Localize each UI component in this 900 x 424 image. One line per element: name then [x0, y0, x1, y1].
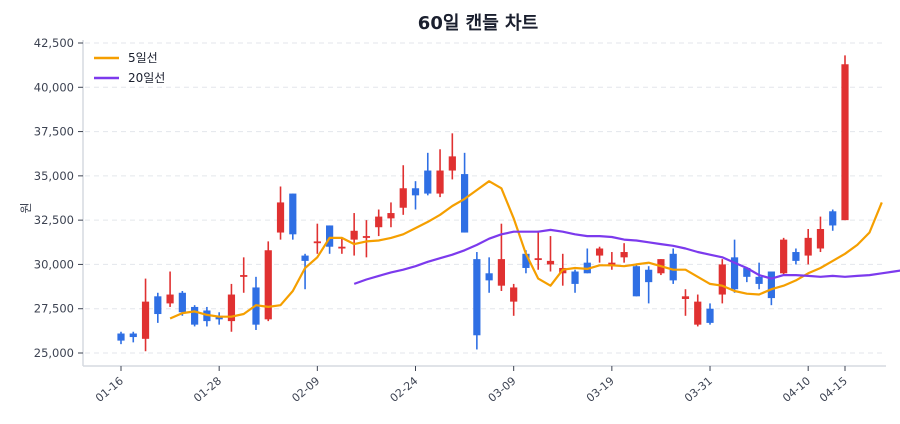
ma5-line	[169, 180, 883, 320]
y-tick-label: 32,500	[34, 213, 74, 227]
candle-down	[117, 331, 125, 345]
candle-up	[387, 202, 395, 228]
candle-down	[411, 181, 420, 210]
candle-up	[780, 237, 788, 276]
chart-title: 60일 캔들 차트	[418, 13, 538, 34]
x-tick-label: 03-31	[682, 374, 715, 405]
candle-up	[448, 133, 456, 180]
candle-up	[620, 243, 628, 263]
candle-down	[191, 305, 199, 327]
y-tick-label: 35,000	[34, 169, 74, 183]
candle-up	[399, 165, 407, 215]
candle-up	[240, 257, 248, 293]
candle-down	[571, 269, 579, 293]
x-tick-label: 02-24	[388, 374, 421, 405]
candle-down	[829, 209, 837, 231]
candle-up	[166, 271, 174, 307]
x-tick-label: 02-09	[289, 374, 322, 405]
x-tick-label: 03-09	[486, 374, 519, 405]
candles	[117, 55, 849, 352]
x-tick-label: 03-19	[584, 374, 617, 405]
candle-up	[718, 259, 726, 304]
candle-down	[743, 267, 751, 283]
candle-down	[129, 331, 137, 343]
axes	[82, 40, 886, 367]
candle-up	[276, 186, 285, 240]
x-tick-label: 04-10	[780, 374, 813, 405]
candle-down	[252, 276, 260, 330]
x-tick-label: 04-15	[817, 374, 850, 405]
candle-down	[730, 239, 739, 293]
candle-up	[350, 213, 358, 256]
candle-up	[227, 283, 236, 332]
x-axis-ticks: 01-16 01-28 02-09 02-24 03-09 03-19 03-31 04-10…	[93, 366, 850, 405]
candle-down	[154, 292, 162, 323]
candle-down	[706, 303, 714, 325]
candle-up	[510, 283, 518, 316]
candle-down	[215, 312, 223, 325]
x-tick-label: 01-28	[191, 374, 224, 405]
candle-down	[289, 193, 297, 240]
moving-average-lines	[169, 180, 900, 320]
ma20-line	[353, 228, 900, 285]
candle-down	[301, 253, 309, 290]
y-tick-label: 25,000	[34, 346, 74, 360]
y-tick-label: 30,000	[34, 257, 74, 271]
candle-down	[473, 252, 481, 350]
candle-up	[436, 149, 444, 198]
candle-up	[681, 289, 690, 316]
candle-up	[804, 229, 812, 265]
candle-down	[424, 152, 432, 196]
candle-down	[203, 306, 211, 327]
candle-up	[313, 223, 321, 254]
candle-down	[178, 291, 186, 316]
legend-ma20-label: 20일선	[128, 71, 165, 85]
candle-up	[694, 294, 702, 327]
legend-ma5-label: 5일선	[128, 51, 158, 65]
candle-up	[264, 241, 272, 322]
candle-up	[608, 252, 616, 270]
candle-down	[460, 152, 469, 233]
candle-up	[362, 220, 371, 258]
candle-up	[534, 230, 542, 270]
candle-down	[485, 257, 493, 293]
candle-up	[595, 246, 604, 263]
y-tick-label: 37,500	[34, 125, 74, 139]
y-tick-label: 40,000	[34, 80, 74, 94]
legend: 5일선 20일선	[94, 51, 165, 85]
candle-down	[669, 248, 677, 284]
candle-down	[792, 248, 800, 265]
gridlines	[85, 42, 886, 354]
candle-up	[841, 55, 849, 221]
y-tick-label: 42,500	[34, 36, 74, 50]
candle-down	[645, 266, 653, 304]
y-axis-ticks: 25,000 27,500 30,000 32,500 35,000 37,500 40,0…	[34, 36, 83, 360]
candle-up	[338, 237, 346, 254]
candle-up	[375, 209, 383, 237]
y-tick-label: 27,500	[34, 302, 74, 316]
candle-up	[546, 236, 555, 272]
candle-down	[632, 264, 640, 297]
candle-up	[816, 216, 825, 253]
y-axis-label: 원	[19, 202, 33, 213]
x-tick-label: 01-16	[93, 374, 126, 405]
candle-up	[141, 278, 150, 352]
